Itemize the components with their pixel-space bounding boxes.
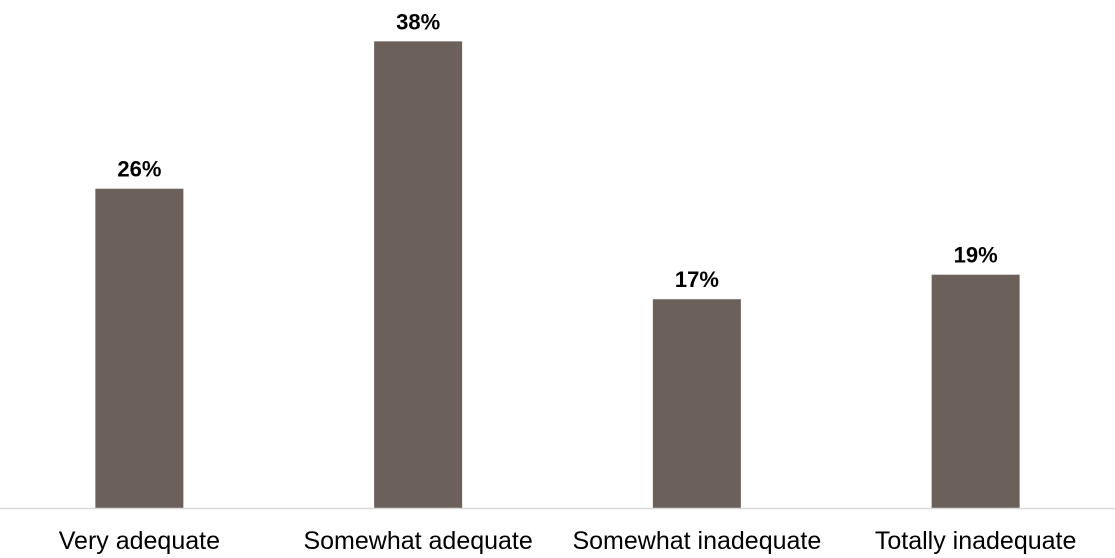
data-label-1: 26%: [117, 157, 161, 182]
category-label-4: Totally inadequate: [875, 527, 1077, 555]
data-label-3: 17%: [675, 267, 719, 292]
data-label-2: 38%: [396, 9, 440, 34]
value-labels-group: 26% 38% 17% 19%: [117, 9, 997, 292]
data-label-4: 19%: [954, 243, 998, 268]
category-label-3: Somewhat inadequate: [572, 527, 821, 555]
bar-4: [931, 274, 1020, 508]
category-label-2: Somewhat adequate: [303, 527, 532, 555]
bar-3: [652, 299, 741, 508]
bar-2: [374, 41, 463, 509]
bars-group: [95, 41, 1020, 509]
bar-1: [95, 188, 184, 508]
category-label-1: Very adequate: [59, 527, 220, 555]
category-labels-group: Very adequate Somewhat adequate Somewhat i…: [59, 527, 1077, 555]
